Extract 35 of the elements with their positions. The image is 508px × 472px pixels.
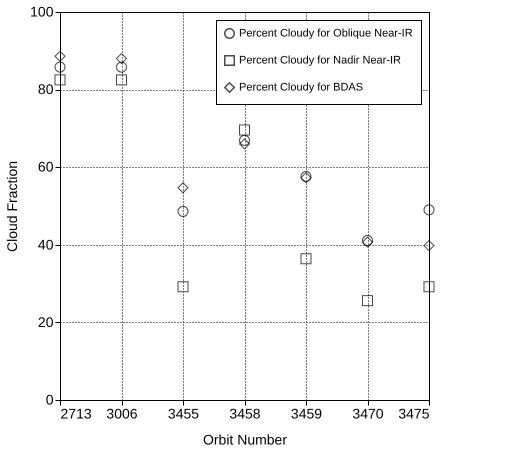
y-tick-label: 100 [30,4,54,20]
x-tick-label: 2713 [60,406,92,422]
point [424,240,434,252]
point [178,206,188,217]
y-tick-label: 20 [38,314,54,330]
point [300,253,312,264]
y-tick-label: 40 [38,236,54,252]
y-tick-label: 80 [38,81,54,98]
point [239,124,250,136]
point [116,53,127,64]
point [424,204,434,216]
legend-label: Percent Cloudy for Oblique Near-IR [239,28,413,40]
x-tick-label: 3455 [168,406,200,422]
point [54,62,66,73]
x-tick-label: 3470 [352,406,384,422]
x-tick-label: 3475 [398,406,430,422]
point [178,281,188,292]
point [362,295,373,306]
point [54,74,66,86]
point [239,138,250,150]
point [424,281,434,292]
point [239,134,250,146]
x-tick-label: 3459 [290,406,322,422]
point [54,50,66,62]
point [116,62,127,73]
y-tick-label: 0 [46,392,54,408]
legend-label: Percent Cloudy for BDAS [239,82,364,94]
x-axis-title: Orbit Number [202,432,288,448]
y-tick-label: 60 [38,158,54,175]
legend-label: Percent Cloudy for Nadir Near-IR [239,54,402,66]
point [116,74,127,86]
y-axis-title: Cloud Fraction [4,160,20,252]
x-tick-label: 3006 [106,406,138,422]
x-tick-label: 3458 [229,406,261,422]
point [178,182,188,194]
